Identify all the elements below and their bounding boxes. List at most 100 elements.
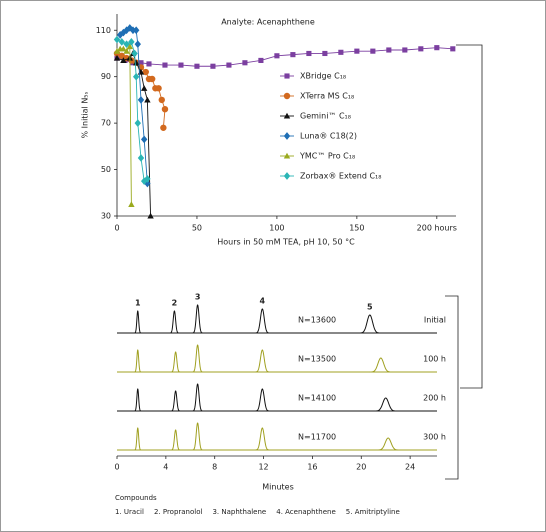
y-tick-label: 90 [101, 72, 111, 81]
data-point [258, 57, 264, 63]
data-point [140, 135, 148, 144]
peak-label: 5 [367, 303, 373, 312]
trace-label: 300 h [423, 433, 446, 442]
x-tick-label: 8 [212, 463, 217, 472]
y-axis-label: % Initial N₅ₛ [81, 91, 90, 138]
peak [358, 314, 381, 334]
data-point [131, 49, 138, 58]
legend-marker [284, 73, 290, 79]
peak [170, 351, 181, 373]
legend-label: YMC™ Pro C₁₈ [299, 152, 355, 161]
data-point [120, 28, 127, 37]
peak [374, 397, 398, 412]
peak [254, 308, 270, 334]
data-point [402, 47, 408, 53]
data-point [144, 175, 151, 183]
compound: 1. Uracil [115, 508, 144, 516]
connector [456, 44, 483, 389]
series-line [116, 39, 148, 182]
peak-label: 4 [260, 297, 266, 306]
peak [134, 349, 142, 373]
peak-label: 2 [172, 299, 178, 308]
data-point [160, 124, 167, 131]
data-point [158, 96, 165, 104]
data-point [147, 212, 154, 219]
peak [134, 388, 142, 412]
compound: 2. Propranolol [154, 508, 203, 516]
compound: 3. Naphthalene [212, 508, 266, 516]
data-point [161, 105, 169, 113]
chart-title: Analyte: Acenaphthene [221, 18, 315, 27]
data-point [242, 60, 248, 66]
data-point [178, 62, 184, 68]
compound: 4. Acenaphthene [276, 508, 336, 516]
data-point [274, 53, 280, 59]
data-point [123, 47, 130, 54]
data-point [434, 45, 440, 51]
data-point [155, 85, 162, 92]
data-point [126, 43, 133, 50]
data-point [226, 62, 232, 68]
peak [254, 427, 270, 451]
legend-label: XTerra MS C₁₈ [300, 92, 354, 101]
legend-marker [283, 92, 291, 100]
x-tick-label: 50 [192, 224, 202, 233]
y-tick-label: 110 [96, 26, 111, 35]
data-point [322, 50, 328, 57]
data-point [306, 50, 312, 57]
x-tick-label: 16 [307, 463, 317, 472]
data-point [113, 54, 121, 61]
data-point [142, 68, 149, 76]
data-point [354, 48, 360, 54]
x-axis-label: Minutes [262, 483, 294, 492]
data-point [134, 40, 141, 49]
x-tick-label: 0 [114, 463, 119, 472]
data-point [140, 85, 148, 91]
efficiency-label: N=13600 [298, 316, 336, 325]
y-tick-label: 70 [101, 119, 111, 128]
data-point [120, 45, 127, 52]
legend-marker [283, 132, 291, 140]
efficiency-label: N=11700 [298, 433, 336, 442]
data-point [132, 26, 140, 35]
data-point [418, 46, 424, 52]
peak [376, 437, 400, 451]
data-point [194, 63, 200, 69]
x-tick-label: 150 [349, 224, 364, 233]
y-tick-label: 50 [101, 165, 111, 174]
footer-heading: Compounds [115, 494, 157, 502]
trace-label: 100 h [423, 355, 446, 364]
data-point [290, 52, 296, 58]
data-point [148, 75, 156, 83]
x-tick-label: 100 [269, 224, 284, 233]
data-point [116, 31, 124, 39]
trace-label: Initial [424, 316, 446, 325]
data-point [144, 96, 151, 103]
x-tick-label: 0 [114, 224, 119, 233]
y-tick-label: 30 [101, 212, 111, 221]
data-point [137, 96, 145, 104]
peak [369, 357, 393, 373]
efficiency-label: N=13500 [298, 355, 336, 364]
x-tick-label: 12 [258, 463, 268, 472]
peak [134, 427, 142, 451]
data-point [450, 46, 456, 52]
data-point [128, 201, 135, 207]
legend-marker [283, 172, 291, 180]
legend-label: Zorbax® Extend C₁₈ [300, 172, 381, 181]
bracket [445, 295, 459, 480]
peak [134, 310, 142, 334]
legend-marker [283, 152, 291, 159]
data-point [137, 154, 145, 162]
data-point [132, 59, 140, 66]
data-point [162, 62, 168, 68]
peak [254, 349, 270, 373]
data-point [132, 72, 140, 81]
peak [254, 388, 270, 412]
data-point [128, 38, 135, 46]
x-tick-label: 4 [163, 463, 168, 472]
peak [170, 390, 181, 412]
data-point [123, 40, 130, 49]
